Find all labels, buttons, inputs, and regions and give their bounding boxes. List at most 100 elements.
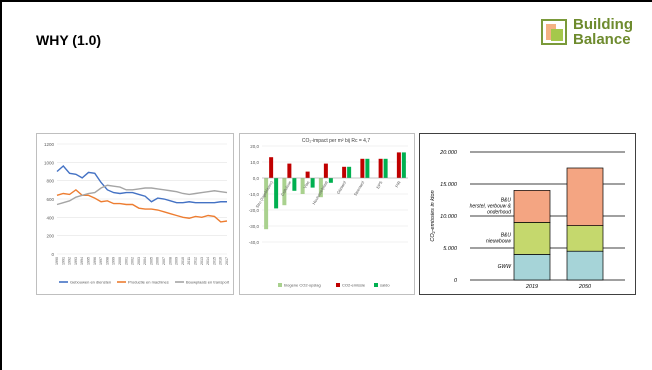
x-tick-label: 2008 bbox=[168, 257, 172, 265]
stacked-segment bbox=[566, 250, 604, 281]
y-tick-label: 10,0 bbox=[250, 160, 259, 165]
y-tick-label: 800 bbox=[46, 179, 54, 184]
x-tick-label: 1997 bbox=[99, 257, 103, 265]
stacked-segment bbox=[513, 254, 551, 281]
x-tick-label: 2012 bbox=[194, 257, 198, 265]
y-tick-label: 20,0 bbox=[250, 144, 259, 149]
y-tick-label: 1200 bbox=[44, 142, 55, 147]
y-axis-label: CO₂-emissies in kton bbox=[430, 190, 436, 241]
bar bbox=[323, 163, 328, 178]
y-tick-label: 0 bbox=[51, 252, 54, 257]
legend-swatch bbox=[278, 283, 282, 287]
stacked-segment bbox=[513, 222, 551, 255]
x-tick-label: 2003 bbox=[137, 257, 141, 265]
x-tick-label: 2005 bbox=[149, 257, 153, 265]
x-tick-label: 1999 bbox=[112, 257, 116, 265]
bar bbox=[328, 178, 333, 183]
y-tick-label: 0 bbox=[454, 278, 458, 284]
stacked-segment bbox=[513, 190, 551, 223]
x-tick-label: 1996 bbox=[93, 257, 97, 265]
bar bbox=[360, 158, 365, 178]
y-tick-label: -20,0 bbox=[249, 208, 260, 213]
x-tick-label: PIR bbox=[394, 180, 402, 188]
co2-emissions-stacked-chart: 0 5.000 10.000 15.000 20.000 CO₂-emissies in … bbox=[419, 133, 636, 295]
bar bbox=[342, 166, 347, 178]
stacked-bar-chart-svg: 0 5.000 10.000 15.000 20.000 CO₂-emissies in … bbox=[430, 150, 625, 290]
x-tick-label: 1998 bbox=[105, 257, 109, 265]
bar bbox=[310, 178, 315, 188]
y-tick-label: 200 bbox=[46, 234, 54, 239]
legend-label: Gebouwen en diensten bbox=[70, 280, 111, 285]
x-tick-label: 1990 bbox=[55, 257, 59, 265]
x-tick-label: 2009 bbox=[175, 257, 179, 265]
co2-impact-bar-chart: CO₂-impact per m² bij Rc = 4,7 -40,0 -30,0… bbox=[239, 133, 415, 295]
chart-title: CO₂-impact per m² bij Rc = 4,7 bbox=[302, 138, 370, 144]
legend-label: biogene CO2-opslag bbox=[284, 283, 321, 288]
bar bbox=[300, 178, 305, 194]
x-tick-label: 2015 bbox=[212, 257, 216, 265]
bar bbox=[365, 158, 370, 178]
x-tick-label: 2014 bbox=[206, 257, 210, 265]
legend-label: Bouwplaats en transport bbox=[186, 280, 230, 285]
segment-label: GWW bbox=[498, 264, 513, 270]
series-line bbox=[56, 188, 228, 223]
y-tick-label: 400 bbox=[46, 215, 54, 220]
y-tick-label: -10,0 bbox=[249, 192, 260, 197]
x-tick-label: 2013 bbox=[200, 257, 204, 265]
logo-text: Building Balance bbox=[573, 17, 633, 47]
x-tick-label: 2001 bbox=[124, 257, 128, 265]
segment-label: B&U bbox=[501, 197, 512, 203]
bar bbox=[292, 178, 297, 191]
x-tick-label: 1993 bbox=[74, 257, 78, 265]
y-tick-label: 0,0 bbox=[253, 176, 260, 181]
logo-line1: Building bbox=[573, 16, 633, 33]
logo-mark-icon bbox=[541, 19, 567, 45]
x-tick-label: 2010 bbox=[181, 257, 185, 265]
y-tick-label: -30,0 bbox=[249, 224, 260, 229]
y-tick-label: 1000 bbox=[44, 160, 55, 165]
x-tick-label: 2002 bbox=[131, 257, 135, 265]
building-balance-logo: Building Balance bbox=[541, 17, 641, 53]
bar bbox=[282, 178, 287, 206]
x-tick-label: 2011 bbox=[187, 257, 191, 265]
segment-label: B&U bbox=[501, 232, 512, 238]
x-tick-label: 2017 bbox=[225, 257, 229, 265]
x-tick-label: EPS bbox=[375, 180, 383, 190]
y-tick-label: 600 bbox=[46, 197, 54, 202]
slide-title: WHY (1.0) bbox=[36, 32, 102, 48]
legend-label: Productie en machines bbox=[128, 280, 169, 285]
segment-label: herstel, verbouw & bbox=[470, 203, 512, 209]
x-tick-label: 1991 bbox=[61, 257, 65, 265]
logo-line2: Balance bbox=[573, 31, 631, 48]
x-tick-label: 2019 bbox=[525, 284, 538, 290]
series-line bbox=[56, 184, 228, 206]
series-line bbox=[56, 165, 227, 204]
x-tick-label: Glaswol bbox=[336, 180, 347, 195]
bar bbox=[305, 171, 310, 178]
stacked-segment bbox=[566, 167, 604, 226]
bar bbox=[378, 158, 383, 178]
bar bbox=[274, 178, 279, 209]
bar bbox=[269, 157, 274, 178]
y-tick-label: 5.000 bbox=[443, 246, 458, 252]
bar bbox=[396, 152, 401, 178]
legend-label: CO2-emissie bbox=[342, 283, 366, 288]
bar bbox=[287, 163, 292, 178]
x-tick-label: 2000 bbox=[118, 257, 122, 265]
bar bbox=[318, 178, 323, 198]
legend-swatch bbox=[336, 283, 340, 287]
x-tick-label: 2016 bbox=[219, 257, 223, 265]
x-tick-label: 2006 bbox=[156, 257, 160, 265]
energy-line-chart: 0 200 400 600 800 1000 1200 1990 1991 1992 1993 199… bbox=[36, 133, 234, 295]
bar bbox=[401, 152, 406, 178]
co2-bar-chart-svg: CO₂-impact per m² bij Rc = 4,7 -40,0 -30,0… bbox=[249, 138, 408, 288]
x-tick-label: Vlas bbox=[302, 180, 310, 189]
segment-label: nieuwbouw bbox=[486, 238, 511, 244]
legend-label: saldo bbox=[380, 283, 390, 288]
bar bbox=[264, 178, 269, 230]
x-tick-label: 1995 bbox=[86, 257, 90, 265]
y-tick-label: 20.000 bbox=[439, 150, 458, 156]
segment-label: onderhoud bbox=[487, 209, 511, 215]
